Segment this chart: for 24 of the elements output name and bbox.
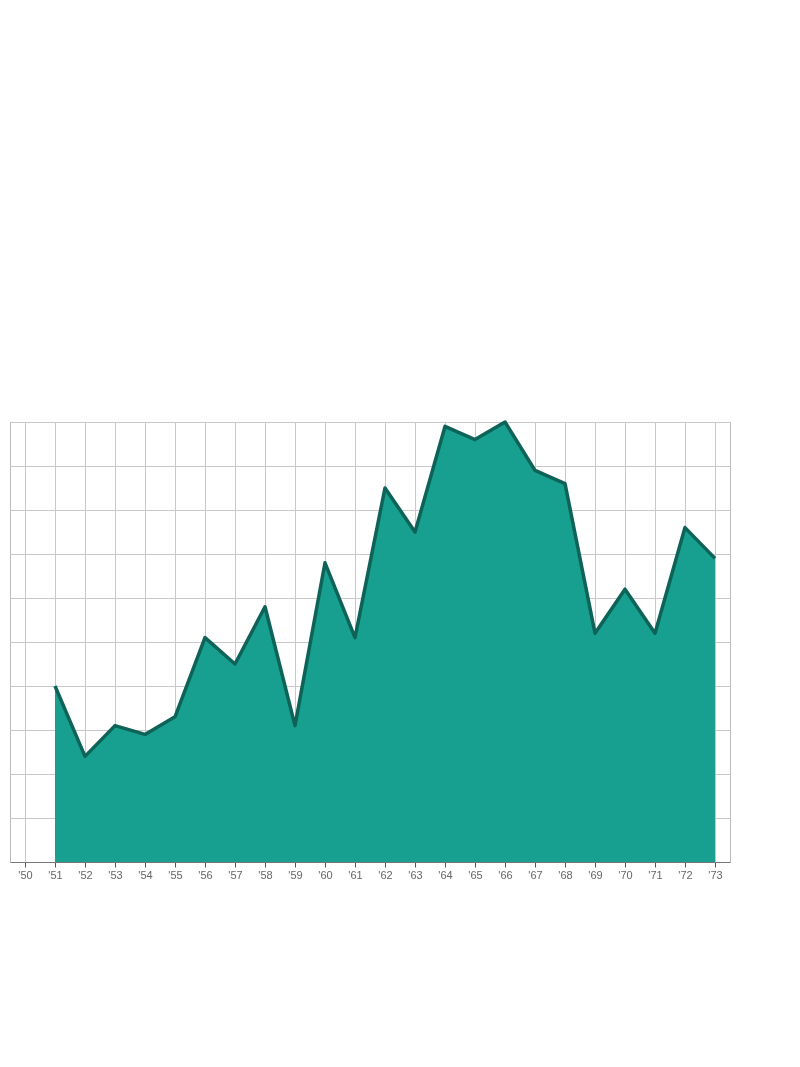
x-tick-label: '57	[228, 868, 243, 881]
x-tick-label: '69	[588, 868, 603, 881]
x-tick-label: '67	[528, 868, 543, 881]
x-tick-label: '55	[168, 868, 183, 881]
x-tick-label: '64	[438, 868, 453, 881]
x-tick-label: '65	[468, 868, 483, 881]
x-tick-label: '59	[288, 868, 303, 881]
x-tick-label: '58	[258, 868, 273, 881]
x-tick-label: '61	[348, 868, 363, 881]
x-tick-label: '73	[708, 868, 723, 881]
x-tick-label: '52	[78, 868, 93, 881]
x-tick-label: '63	[408, 868, 423, 881]
x-tick-label: '60	[318, 868, 333, 881]
x-tick-label: '72	[678, 868, 693, 881]
x-tick-label: '71	[648, 868, 663, 881]
x-tick-label: '66	[498, 868, 513, 881]
x-tick-label: '62	[378, 868, 393, 881]
x-tick-label: '50	[18, 868, 33, 881]
x-tick-label: '53	[108, 868, 123, 881]
x-tick-label: '54	[138, 868, 153, 881]
x-tick-label: '51	[48, 868, 63, 881]
x-tick-label: '70	[618, 868, 633, 881]
x-tick-label: '68	[558, 868, 573, 881]
x-tick-label: '56	[198, 868, 213, 881]
